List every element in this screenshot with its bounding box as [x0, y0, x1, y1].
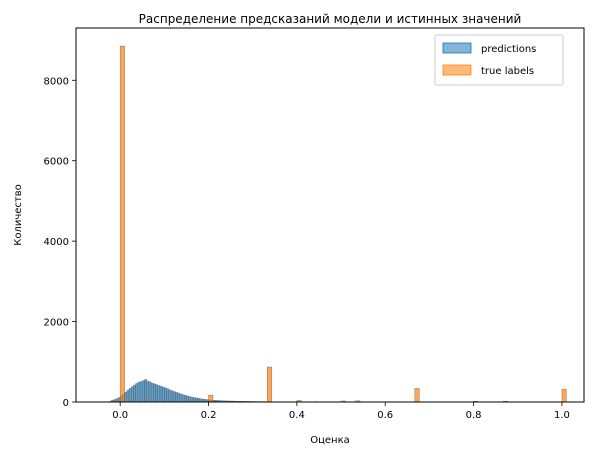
y-axis: 0 2000 4000 6000 8000 — [44, 76, 76, 409]
histogram-bar-predictions — [157, 385, 161, 403]
plot-frame — [75, 27, 585, 403]
legend-label-predictions: predictions — [481, 44, 536, 55]
x-tick-label: 0.2 — [201, 410, 217, 421]
histogram-bar-predictions — [188, 396, 192, 403]
histogram-bar-predictions — [166, 388, 170, 403]
histogram-bar-predictions — [195, 397, 198, 403]
legend: predictions true labels — [434, 34, 564, 86]
y-tick-label: 6000 — [44, 157, 69, 168]
x-tick-label: 1.0 — [554, 410, 570, 421]
histogram-bar-predictions — [137, 382, 141, 403]
x-axis: 0.0 0.2 0.4 0.6 0.8 1.0 — [112, 402, 570, 421]
histogram-bar-predictions — [179, 393, 183, 403]
histogram-bar-predictions — [144, 379, 147, 403]
histogram-bar-true-labels — [119, 45, 125, 403]
x-tick-label: 0.8 — [466, 410, 482, 421]
x-tick-label: 0.0 — [112, 410, 128, 421]
legend-swatch-predictions — [442, 42, 472, 54]
histogram-bar-predictions — [181, 394, 185, 403]
histogram-bar-predictions — [153, 383, 156, 403]
histogram-bar-predictions — [135, 383, 139, 403]
x-tick-label: 0.6 — [377, 410, 393, 421]
histogram-bar-predictions — [133, 384, 136, 403]
histogram-bar-predictions — [161, 386, 165, 403]
y-tick-label: 0 — [63, 398, 69, 409]
histogram-bar-predictions — [177, 392, 181, 403]
histogram-bar-predictions — [190, 396, 194, 403]
histogram-bar-predictions — [197, 398, 200, 403]
histogram-bar-predictions — [128, 388, 132, 403]
histogram-bar-true-labels — [561, 388, 567, 403]
legend-label-true-labels: true labels — [481, 66, 534, 77]
legend-swatch-true-labels — [442, 64, 472, 76]
histogram-bar-predictions — [168, 389, 172, 403]
y-axis-label: Количество — [13, 184, 24, 246]
histogram-bar-predictions — [192, 397, 196, 403]
histogram-bar-true-labels — [267, 366, 272, 403]
histogram-bar-predictions — [164, 387, 167, 403]
histogram-bar-predictions — [117, 397, 121, 403]
histogram-bar-predictions — [155, 384, 158, 403]
histogram-bar-predictions — [146, 380, 150, 403]
histogram-bar-predictions — [148, 381, 152, 403]
x-tick-label: 0.4 — [289, 410, 305, 421]
histogram-bar-predictions — [150, 382, 154, 403]
histogram-bar-predictions — [175, 392, 178, 403]
histogram-bar-predictions — [170, 390, 174, 403]
histogram-bar-predictions — [130, 386, 134, 403]
histogram-bar-predictions — [183, 395, 187, 403]
histogram-bar-true-labels — [208, 394, 214, 403]
chart-title: Распределение предсказаний модели и исти… — [139, 12, 522, 26]
histogram-bar-predictions — [142, 380, 145, 403]
y-tick-label: 4000 — [44, 237, 69, 248]
histogram-bar-predictions — [126, 390, 130, 403]
y-tick-label: 8000 — [44, 76, 69, 87]
histogram-bar-predictions — [124, 392, 128, 403]
histogram-bar-predictions — [186, 395, 189, 403]
histogram-bar-predictions — [139, 381, 143, 403]
histogram-bar-predictions — [159, 386, 163, 403]
y-tick-label: 2000 — [44, 318, 69, 329]
x-axis-label: Оценка — [310, 435, 350, 446]
plot-bars — [106, 45, 567, 403]
histogram-bar-true-labels — [414, 388, 420, 403]
legend-frame — [434, 34, 564, 86]
histogram-bar-predictions — [172, 391, 176, 403]
